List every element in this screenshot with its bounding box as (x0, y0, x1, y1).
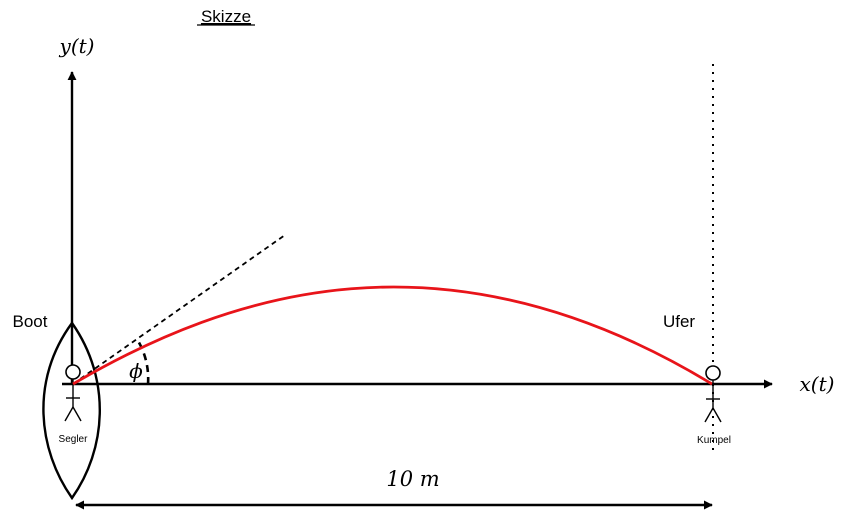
angle-arc (135, 338, 150, 385)
sailor-label: Segler (59, 434, 89, 445)
boat-label: Boot (13, 312, 48, 331)
buddy-figure (704, 365, 722, 423)
shore-label: Ufer (663, 312, 695, 331)
y-axis-label: y(t) (59, 34, 95, 58)
x-axis-label: x(t) (800, 372, 835, 396)
launch-direction-line (72, 234, 286, 385)
distance-label: 10 m (386, 467, 439, 491)
sketch-title: Skizze (201, 7, 251, 26)
buddy-label: Kumpel (697, 435, 731, 446)
sailor-figure (64, 364, 82, 422)
trajectory-curve (72, 285, 713, 386)
boat-hull (42, 320, 101, 501)
angle-label: ϕ (129, 359, 143, 383)
